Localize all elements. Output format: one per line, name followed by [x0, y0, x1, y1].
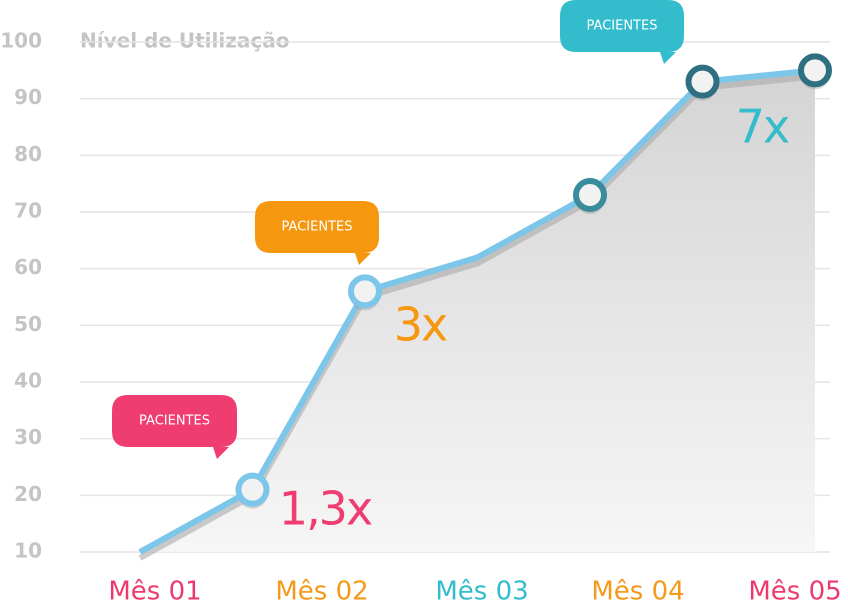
y-tick-label: 100	[0, 29, 42, 53]
marker	[235, 472, 270, 507]
callout-text: PACIENTES	[282, 220, 353, 235]
y-tick-label: 50	[14, 312, 42, 336]
x-tick-label: Mês 05	[748, 577, 841, 607]
x-tick-label: Mês 02	[275, 577, 368, 607]
multiplier: 7x	[736, 100, 789, 154]
x-tick-label: Mês 01	[108, 577, 201, 607]
y-tick-label: 70	[14, 199, 42, 223]
marker	[798, 53, 832, 88]
callout	[560, 0, 684, 64]
marker	[573, 178, 607, 212]
marker	[348, 274, 382, 309]
y-tick-label: 30	[14, 425, 42, 449]
x-tick-label: Mês 04	[591, 577, 684, 607]
y-tick-label: 20	[14, 482, 42, 506]
callout	[112, 395, 237, 459]
y-tick-label: 10	[14, 539, 42, 563]
y-tick-label: 80	[14, 142, 42, 166]
callout-text: PACIENTES	[587, 19, 658, 34]
marker	[685, 64, 720, 99]
callout-text: PACIENTES	[139, 414, 210, 429]
y-tick-label: 90	[14, 85, 42, 109]
multiplier: 3x	[394, 298, 447, 352]
callout	[255, 201, 379, 265]
y-tick-label: 40	[14, 369, 42, 393]
area	[140, 70, 815, 552]
x-tick-label: Mês 03	[435, 577, 528, 607]
chart-title: Nível de Utilização	[80, 29, 289, 53]
y-tick-label: 60	[14, 255, 42, 279]
multiplier: 1,3x	[279, 482, 372, 536]
